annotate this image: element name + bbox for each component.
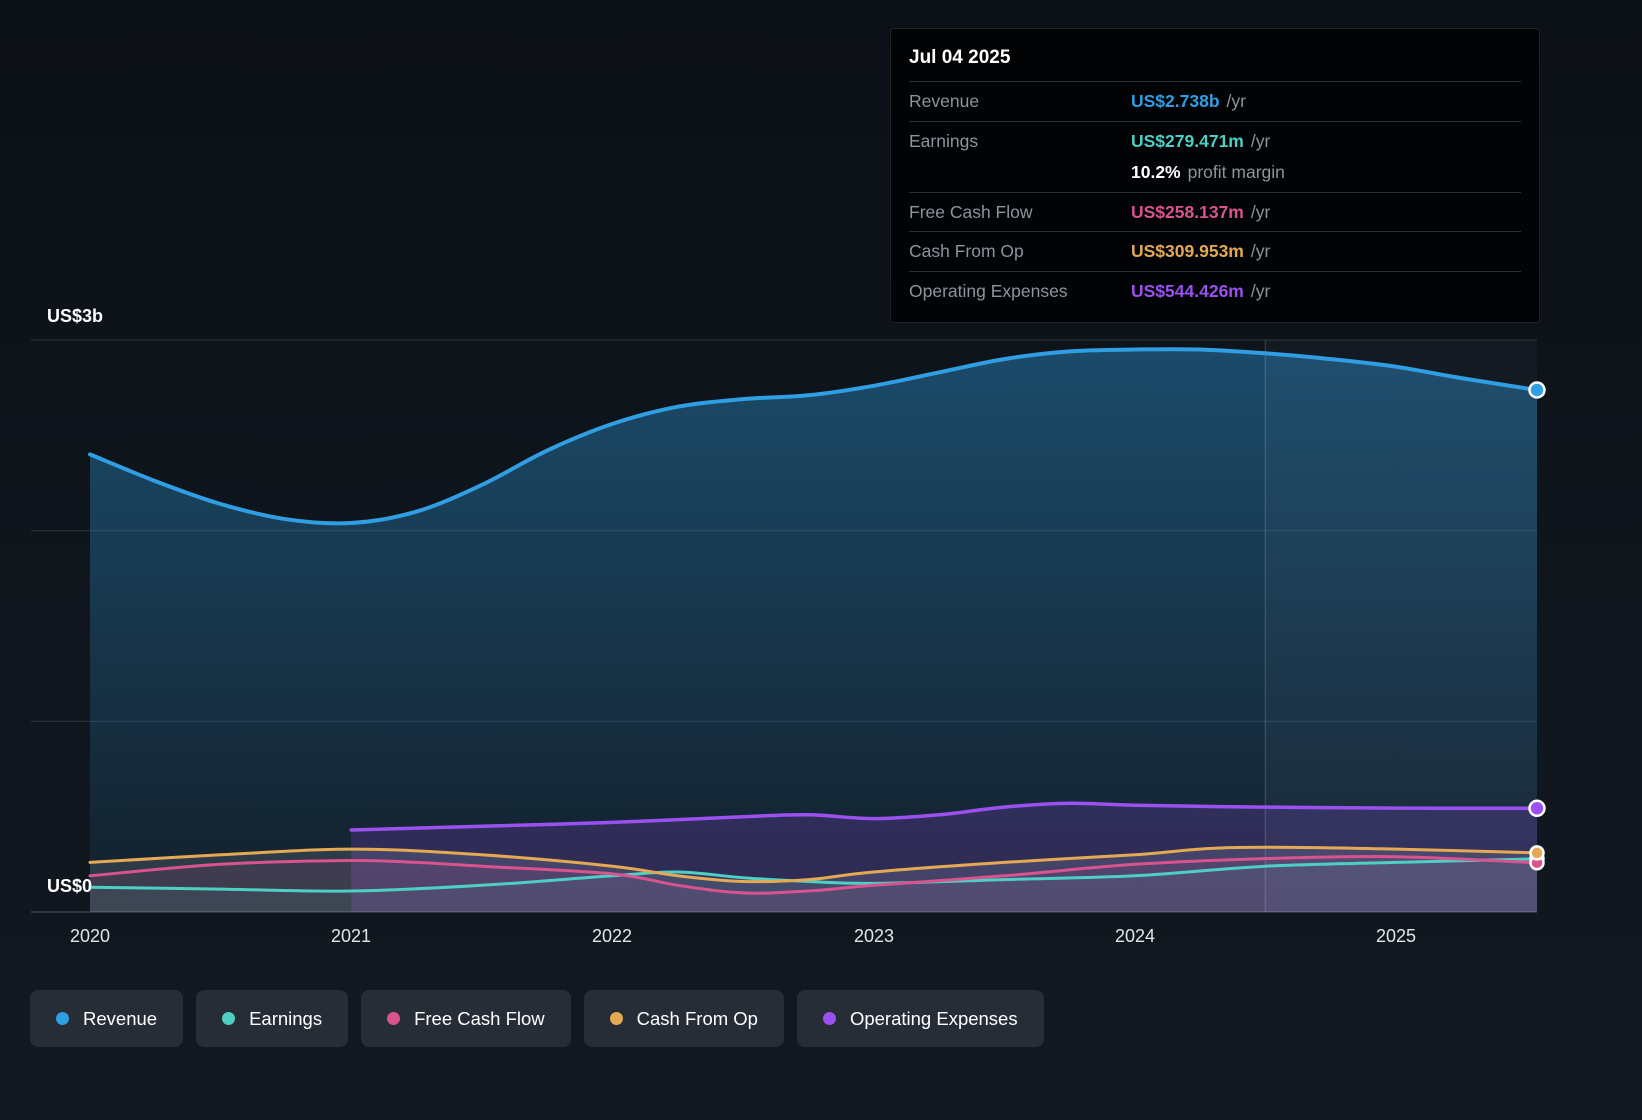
tooltip-row-profit-margin: 10.2% profit margin <box>909 160 1521 192</box>
tooltip-row-revenue: Revenue US$2.738b /yr <box>909 81 1521 121</box>
tooltip-value-cash-from-op: US$309.953m <box>1131 241 1244 261</box>
tooltip-value-earnings: US$279.471m <box>1131 130 1244 151</box>
cash-from-op-dot-icon <box>609 1012 623 1025</box>
legend-label-operating-expenses: Operating Expenses <box>849 1007 1018 1029</box>
tooltip-suffix-cash-from-op: /yr <box>1250 241 1271 261</box>
legend: Revenue Earnings Free Cash Flow Cash Fro… <box>30 990 1044 1047</box>
tooltip-value-free-cash-flow: US$258.137m <box>1131 201 1244 222</box>
line-free-cash-flow <box>88 855 1539 895</box>
area-earnings <box>90 858 1537 912</box>
line-cash-from-op <box>88 845 1539 884</box>
tooltip-row-cash-from-op: Cash From Op US$309.953m /yr <box>909 231 1521 271</box>
earnings-dot-icon <box>222 1012 236 1025</box>
tooltip-label-free-cash-flow: Free Cash Flow <box>909 201 1033 222</box>
tooltip-value-revenue: US$2.738b <box>1131 91 1220 111</box>
tooltip-label-earnings: Earnings <box>909 130 979 151</box>
operating-expenses-dot-icon <box>822 1012 836 1025</box>
tooltip-row-earnings: Earnings US$279.471m /yr <box>909 120 1521 161</box>
legend-label-revenue: Revenue <box>83 1007 158 1029</box>
legend-label-free-cash-flow: Free Cash Flow <box>414 1007 545 1029</box>
tooltip-row-free-cash-flow: Free Cash Flow US$258.137m /yr <box>909 191 1521 232</box>
x-tick-2021: 2021 <box>330 926 372 946</box>
tooltip-date: Jul 04 2025 <box>909 47 1011 68</box>
x-tick-2024: 2024 <box>1114 926 1156 946</box>
revenue-dot-icon <box>56 1012 69 1025</box>
recent-period-band <box>1265 340 1537 912</box>
tooltip-label-operating-expenses: Operating Expenses <box>909 280 1068 301</box>
tooltip-value-operating-expenses: US$544.426m <box>1131 280 1244 301</box>
legend-item-revenue[interactable]: Revenue <box>30 990 184 1047</box>
tooltip-suffix-free-cash-flow: /yr <box>1250 201 1271 222</box>
legend-item-earnings[interactable]: Earnings <box>196 990 349 1047</box>
legend-item-operating-expenses[interactable]: Operating Expenses <box>796 990 1044 1047</box>
legend-item-free-cash-flow[interactable]: Free Cash Flow <box>361 990 571 1047</box>
y-axis-label-bottom: US$0 <box>47 876 93 896</box>
tooltip: Jul 04 2025 Revenue US$2.738b /yr Earnin… <box>890 28 1540 323</box>
legend-label-cash-from-op: Cash From Op <box>636 1007 758 1029</box>
tooltip-suffix-earnings: /yr <box>1250 130 1271 151</box>
x-tick-2025: 2025 <box>1375 926 1417 946</box>
legend-label-earnings: Earnings <box>249 1007 323 1029</box>
free-cash-flow-dot-icon <box>387 1012 401 1025</box>
end-marker-revenue <box>1528 381 1546 399</box>
tooltip-suffix-operating-expenses: /yr <box>1250 280 1271 301</box>
line-revenue <box>88 347 1539 526</box>
tooltip-label-cash-from-op: Cash From Op <box>909 241 1024 261</box>
area-free-cash-flow <box>90 856 1537 912</box>
x-tick-2023: 2023 <box>853 926 895 946</box>
area-revenue <box>90 349 1537 913</box>
tooltip-row-operating-expenses: Operating Expenses US$544.426m /yr <box>909 270 1521 311</box>
x-tick-2022: 2022 <box>591 926 633 946</box>
legend-item-cash-from-op[interactable]: Cash From Op <box>583 990 784 1047</box>
tooltip-label-revenue: Revenue <box>909 91 980 111</box>
y-axis-label-top: US$3b <box>47 306 104 326</box>
tooltip-suffix-revenue: /yr <box>1226 91 1246 111</box>
tooltip-value-profit-margin: 10.2% <box>1131 162 1181 182</box>
area-operating-expenses <box>351 803 1538 912</box>
tooltip-suffix-profit-margin: profit margin <box>1187 162 1285 182</box>
end-marker-cash-from-op <box>1529 845 1545 861</box>
x-tick-2020: 2020 <box>69 926 111 946</box>
line-operating-expenses <box>349 801 1539 832</box>
end-marker-operating-expenses <box>1528 799 1546 818</box>
